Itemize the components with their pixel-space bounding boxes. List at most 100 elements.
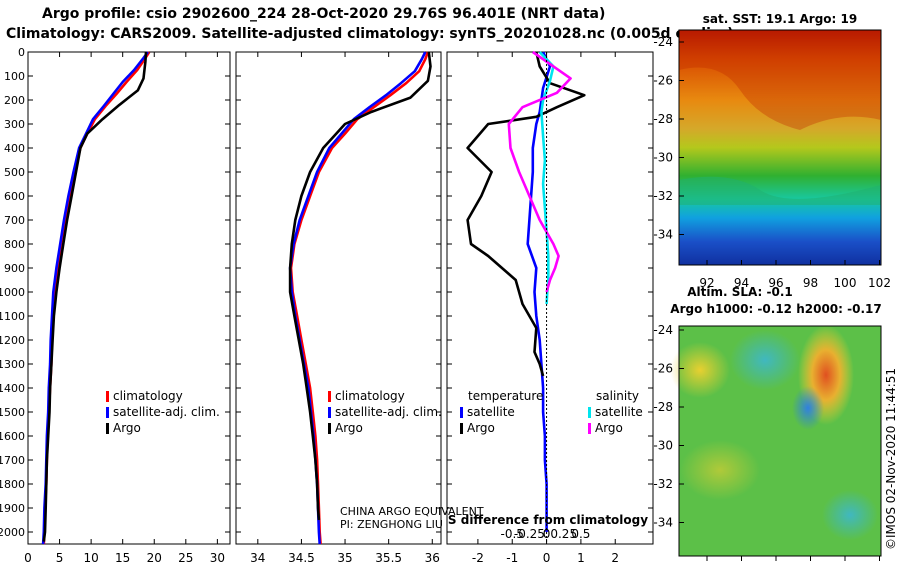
- sla-map-title2: Argo h1000: -0.12 h2000: -0.17: [670, 302, 881, 316]
- temperature-profile-legend-climatology: climatology: [113, 389, 183, 403]
- salinity-profile-legend-swatch-argo: [328, 423, 331, 434]
- sla-ytick-label: -30: [653, 439, 673, 453]
- difference-legend-temp-argo: Argo: [467, 421, 495, 435]
- difference-upper-tick-label: -0.5: [501, 527, 524, 541]
- temperature-profile-xtick-label: 15: [115, 551, 130, 565]
- difference-profile-xtick-label: 1: [577, 551, 585, 565]
- temperature-profile-legend-swatch-climatology: [106, 391, 109, 402]
- depth-tick-label: 1500: [0, 406, 25, 419]
- depth-tick-label: 1300: [0, 358, 25, 371]
- depth-tick-label: 200: [4, 94, 25, 107]
- difference-upper-tick-label: 0.5: [571, 527, 590, 541]
- sst-ytick-label: -34: [653, 228, 673, 242]
- sst-ytick-label: -28: [653, 112, 673, 126]
- depth-tick-label: 300: [4, 118, 25, 131]
- sla-ytick-label: -26: [653, 362, 673, 376]
- difference-upper-tick-label: 0: [543, 527, 551, 541]
- sst-ytick-label: -26: [653, 74, 673, 88]
- difference-xlabel: S difference from climatology: [448, 513, 648, 527]
- salinity-profile-series-satellite: [288, 51, 427, 545]
- depth-tick-label: 1900: [0, 502, 25, 515]
- temperature-profile: 0 5 10 15 20 25 300100200300400500600700800900…: [0, 46, 231, 565]
- sla-map-title1: Altim. SLA: -0.1: [687, 285, 793, 299]
- salinity-profile-xtick-label: 34.5: [288, 551, 315, 565]
- depth-tick-label: 800: [4, 238, 25, 251]
- difference-legend-swatch-sal-argo: [588, 423, 591, 434]
- sst-xtick-label: 94: [734, 276, 749, 290]
- sla-yellow-patch: [670, 342, 730, 398]
- depth-tick-label: 100: [4, 70, 25, 83]
- difference-legend-temp-satellite: satellite: [467, 405, 515, 419]
- temperature-profile-xtick-label: 0: [24, 551, 32, 565]
- depth-tick-label: 1800: [0, 478, 25, 491]
- sst-xtick-label: 102: [868, 276, 891, 290]
- sst-map: sat. SST: 19.1 Argo: 19 92 94 96 98 100 102 -2…: [653, 12, 891, 290]
- salinity-profile-xtick-label: 36: [425, 551, 440, 565]
- depth-tick-label: 400: [4, 142, 25, 155]
- imos-credit: ©IMOS 02-Nov-2020 11:44:51: [884, 368, 898, 550]
- temperature-profile-xtick-label: 10: [83, 551, 98, 565]
- sst-xtick-label: 92: [699, 276, 714, 290]
- sla-frame: [678, 325, 882, 557]
- sst-xtick-label: 98: [803, 276, 818, 290]
- difference-legend-swatch-temp-satellite: [460, 407, 463, 418]
- salinity-profile-xtick-label: 35.5: [375, 551, 402, 565]
- sla-yellow-patch2: [680, 440, 760, 500]
- sla-map: Altim. SLA: -0.1 Argo h1000: -0.12 h2000…: [653, 285, 882, 561]
- temperature-profile-legend-argo: Argo: [113, 421, 141, 435]
- difference-legend-swatch-temp-argo: [460, 423, 463, 434]
- depth-tick-label: 0: [18, 46, 25, 59]
- difference-profile-xtick-label: 2: [611, 551, 619, 565]
- difference-legend-temperature: temperature: [468, 389, 543, 403]
- sst-xtick-label: 96: [768, 276, 783, 290]
- difference-legend-sal-argo: Argo: [595, 421, 623, 435]
- temperature-profile-xtick-label: 25: [178, 551, 193, 565]
- sst-map-title: sat. SST: 19.1 Argo: 19: [703, 12, 857, 26]
- credit-svg: ©IMOS 02-Nov-2020 11:44:51: [884, 368, 898, 550]
- sla-blue-patch: [792, 386, 824, 430]
- depth-tick-label: 500: [4, 166, 25, 179]
- difference-profile-xtick-label: 0: [543, 551, 551, 565]
- salinity-profile-legend-argo: Argo: [335, 421, 363, 435]
- temperature-profile-xtick-label: 5: [56, 551, 64, 565]
- depth-tick-label: 1100: [0, 310, 25, 323]
- difference-legend-sal-satellite: satellite: [595, 405, 643, 419]
- depth-tick-label: 900: [4, 262, 25, 275]
- depth-tick-label: 1700: [0, 454, 25, 467]
- depth-tick-label: 700: [4, 214, 25, 227]
- sst-frame: [678, 29, 882, 266]
- salinity-profile-legend-swatch-climatology: [328, 391, 331, 402]
- salinity-profile-xtick-label: 34: [250, 551, 265, 565]
- depth-tick-label: 1200: [0, 334, 25, 347]
- sla-cyan-patch: [730, 330, 800, 390]
- salinity-profile-legend-climatology: climatology: [335, 389, 405, 403]
- difference-profile-series-temperature-argo: [466, 51, 586, 377]
- temperature-profile-xtick-label: 20: [147, 551, 162, 565]
- depth-tick-label: 2000: [0, 526, 25, 539]
- difference-profile: -2 -1 0 1 2: [446, 50, 654, 565]
- sla-ytick-label: -32: [653, 477, 673, 491]
- sst-mid-band: [679, 176, 881, 205]
- sst-xtick-label: 100: [834, 276, 857, 290]
- temperature-profile-legend-satellite: satellite-adj. clim.: [113, 405, 220, 419]
- salinity-profile-legend-swatch-satellite: [328, 407, 331, 418]
- sla-ytick-label: -34: [653, 516, 673, 530]
- sst-ytick-label: -24: [653, 35, 673, 49]
- difference-profile-xtick-label: -2: [472, 551, 484, 565]
- difference-profile-frame: [446, 51, 654, 545]
- sla-ytick-label: -28: [653, 400, 673, 414]
- depth-tick-label: 1600: [0, 430, 25, 443]
- difference-legend-salinity: salinity: [596, 389, 639, 403]
- temperature-profile-xtick-label: 30: [210, 551, 225, 565]
- header-line1: Argo profile: csio 2902600_224 28-Oct-20…: [42, 6, 606, 22]
- temperature-profile-series-argo: [42, 51, 148, 542]
- depth-tick-label: 1000: [0, 286, 25, 299]
- salinity-profile-legend-satellite: satellite-adj. clim.: [335, 405, 442, 419]
- sst-field: [679, 30, 881, 265]
- salinity-annotation-line: CHINA ARGO EQUIVALENT: [340, 505, 484, 518]
- difference-upper-tick-label: 0.25: [550, 527, 577, 541]
- difference-legend-swatch-sal-satellite: [588, 407, 591, 418]
- depth-tick-label: 1400: [0, 382, 25, 395]
- salinity-profile-series-argo: [288, 51, 432, 521]
- salinity-profile: 34 34.5 35 35.5 36: [235, 51, 442, 565]
